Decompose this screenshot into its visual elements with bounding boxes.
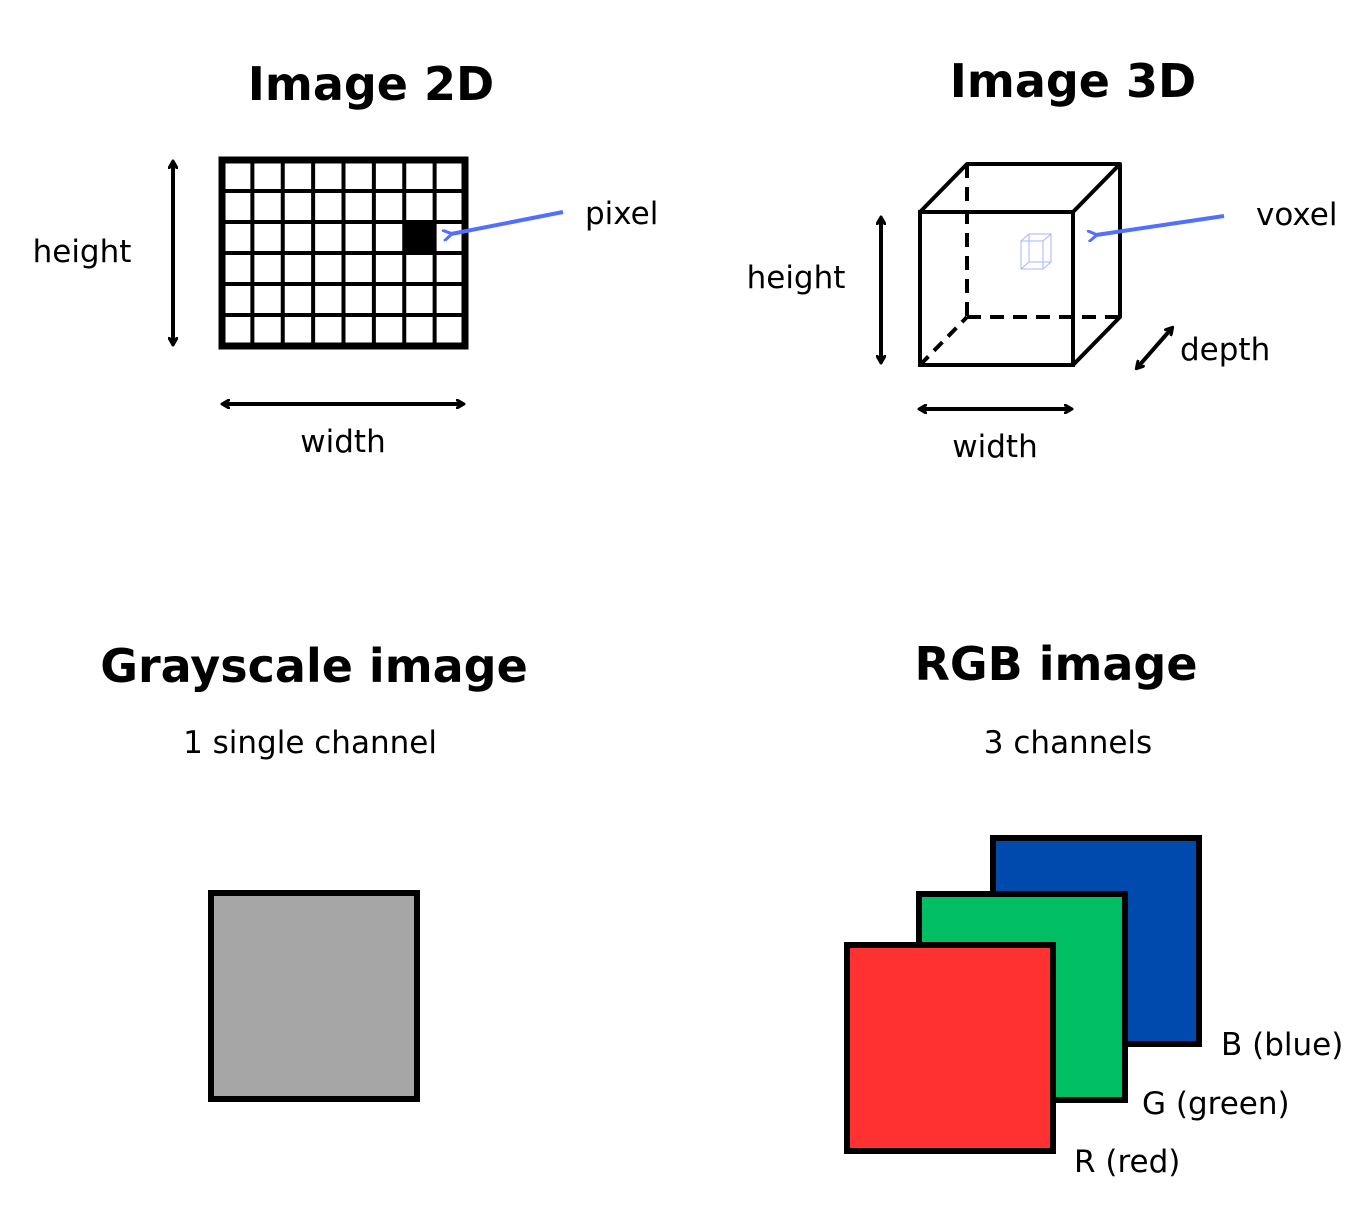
pixel-label: pixel <box>585 196 658 232</box>
width-label-3d: width <box>952 429 1037 465</box>
grayscale-panel: Grayscale image 1 single channel <box>100 639 528 1102</box>
grayscale-subtitle: 1 single channel <box>183 725 437 761</box>
width-label-2d: width <box>300 424 385 460</box>
image-2d-title: Image 2D <box>248 57 494 111</box>
pixel-grid <box>218 156 469 350</box>
cube <box>918 162 1122 367</box>
rgb-panel: RGB image 3 channels B (blue) G (green) … <box>844 637 1343 1180</box>
rgb-title: RGB image <box>914 637 1197 691</box>
depth-label-3d: depth <box>1180 332 1270 368</box>
height-label-3d: height <box>747 260 846 296</box>
grid-border <box>218 156 469 350</box>
grayscale-title: Grayscale image <box>100 639 528 693</box>
red-channel-label: R (red) <box>1074 1144 1180 1180</box>
image-3d-panel: Image 3D voxel height w <box>747 54 1338 465</box>
voxel-label: voxel <box>1256 197 1337 233</box>
pixel-pointer-arrow <box>451 210 564 234</box>
image-3d-title: Image 3D <box>950 54 1196 108</box>
voxel-pointer-arrow <box>1096 214 1225 235</box>
voxel-cube <box>1020 233 1052 270</box>
rgb-subtitle: 3 channels <box>984 725 1152 761</box>
red-channel-square <box>844 942 1056 1154</box>
image-2d-panel: Image 2D height width pixel <box>33 57 659 460</box>
green-channel-label: G (green) <box>1142 1086 1290 1122</box>
height-label-2d: height <box>33 234 132 270</box>
blue-channel-label: B (blue) <box>1221 1027 1343 1063</box>
highlighted-pixel <box>404 222 435 253</box>
grayscale-channel-square <box>208 890 420 1102</box>
depth-arrow-3d <box>1137 328 1172 368</box>
